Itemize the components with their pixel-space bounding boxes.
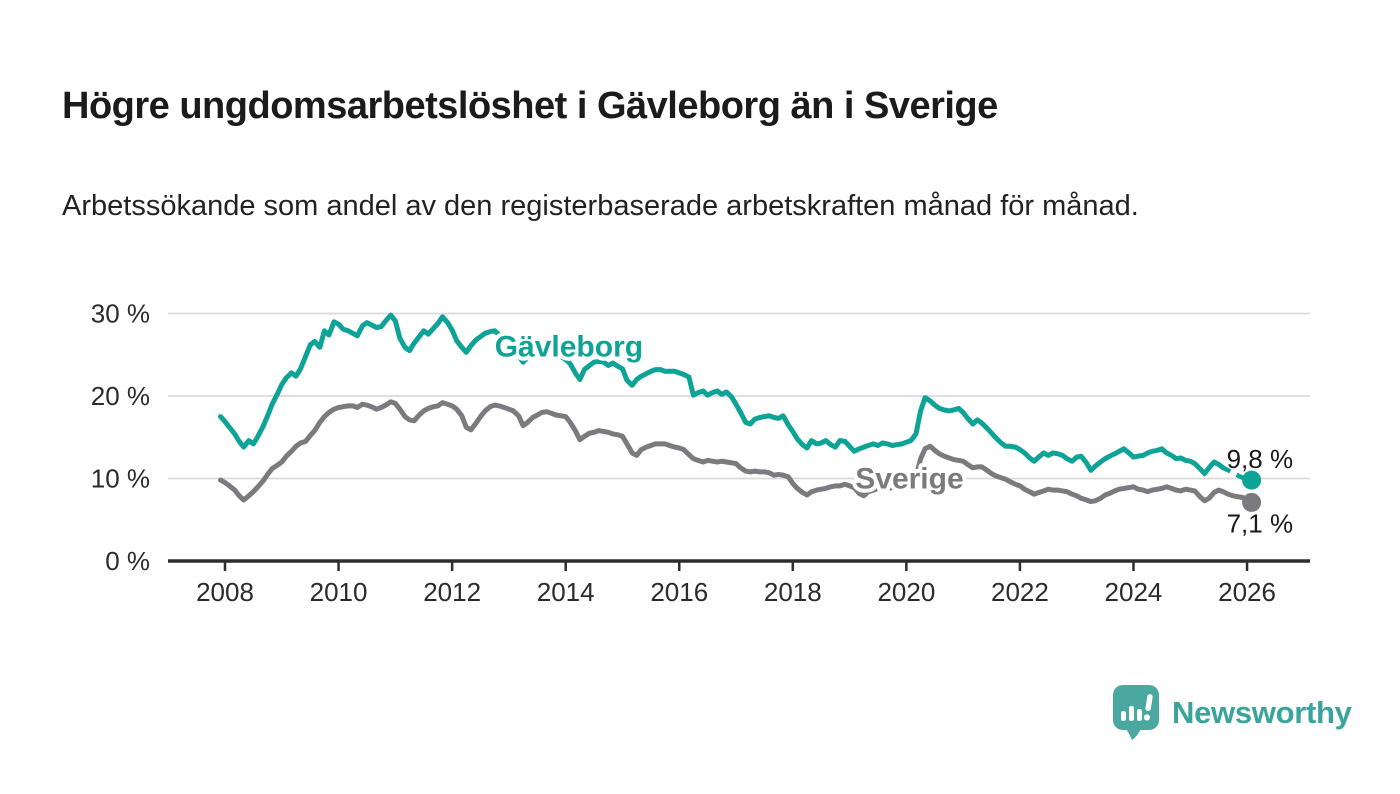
series-line-sverige: [218, 399, 1255, 505]
x-tick-label: 2020: [877, 577, 935, 607]
newsworthy-logo-icon: [1113, 685, 1159, 740]
y-axis-label: 30 %: [91, 299, 150, 329]
page-subtitle: Arbetssökande som andel av den registerb…: [62, 190, 1139, 222]
x-tick-label: 2016: [650, 577, 708, 607]
series-end-dot-sverige: [1242, 492, 1262, 512]
y-axis-label: 0 %: [105, 546, 150, 576]
x-tick-label: 2012: [423, 577, 481, 607]
series-end-dot-gavleborg: [1242, 470, 1262, 490]
x-tick-label: 2026: [1218, 577, 1276, 607]
x-tick-label: 2022: [991, 577, 1049, 607]
series-line-dashed-gavleborg: [1222, 465, 1252, 483]
x-tick-label: 2014: [537, 577, 595, 607]
x-tick-label: 2024: [1105, 577, 1163, 607]
page-title: Högre ungdomsarbetslöshet i Gävleborg än…: [62, 85, 998, 128]
x-tick-label: 2008: [196, 577, 254, 607]
x-tick-label: 2010: [310, 577, 368, 607]
series-label-sverige: Sverige: [855, 463, 963, 496]
y-axis-label: 20 %: [91, 381, 150, 411]
x-tick-label: 2018: [764, 577, 822, 607]
series-label-gavleborg: Gävleborg: [495, 331, 643, 364]
brand-wordmark: Newsworthy: [1172, 695, 1352, 730]
series-end-value-sverige: 7,1 %: [1227, 508, 1294, 538]
y-axis-label: 10 %: [91, 464, 150, 494]
series-end-value-gavleborg: 9,8 %: [1227, 444, 1294, 474]
series-line-gavleborg: [218, 312, 1226, 477]
brand-footer: Newsworthy: [1112, 684, 1352, 742]
